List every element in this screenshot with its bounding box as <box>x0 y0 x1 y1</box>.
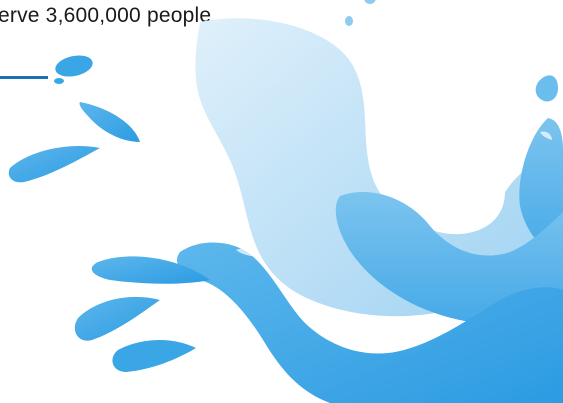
splash-front-wave <box>176 242 563 403</box>
splash-mid-wave <box>335 191 563 326</box>
splash-streak <box>112 339 196 372</box>
splash-highlight <box>236 248 262 258</box>
splash-highlight <box>540 131 552 140</box>
splash-streak <box>91 256 210 284</box>
headline-text: erve 3,600,000 people <box>0 4 212 27</box>
splash-streak <box>8 146 101 183</box>
droplet <box>345 16 353 26</box>
splash-streak <box>79 102 140 142</box>
splash-back-wave <box>195 18 555 317</box>
splash-spout <box>535 75 558 102</box>
accent-underline <box>0 76 48 79</box>
splash-streak <box>74 296 160 341</box>
droplet <box>54 78 64 84</box>
droplet <box>55 55 93 77</box>
droplet <box>364 0 376 4</box>
